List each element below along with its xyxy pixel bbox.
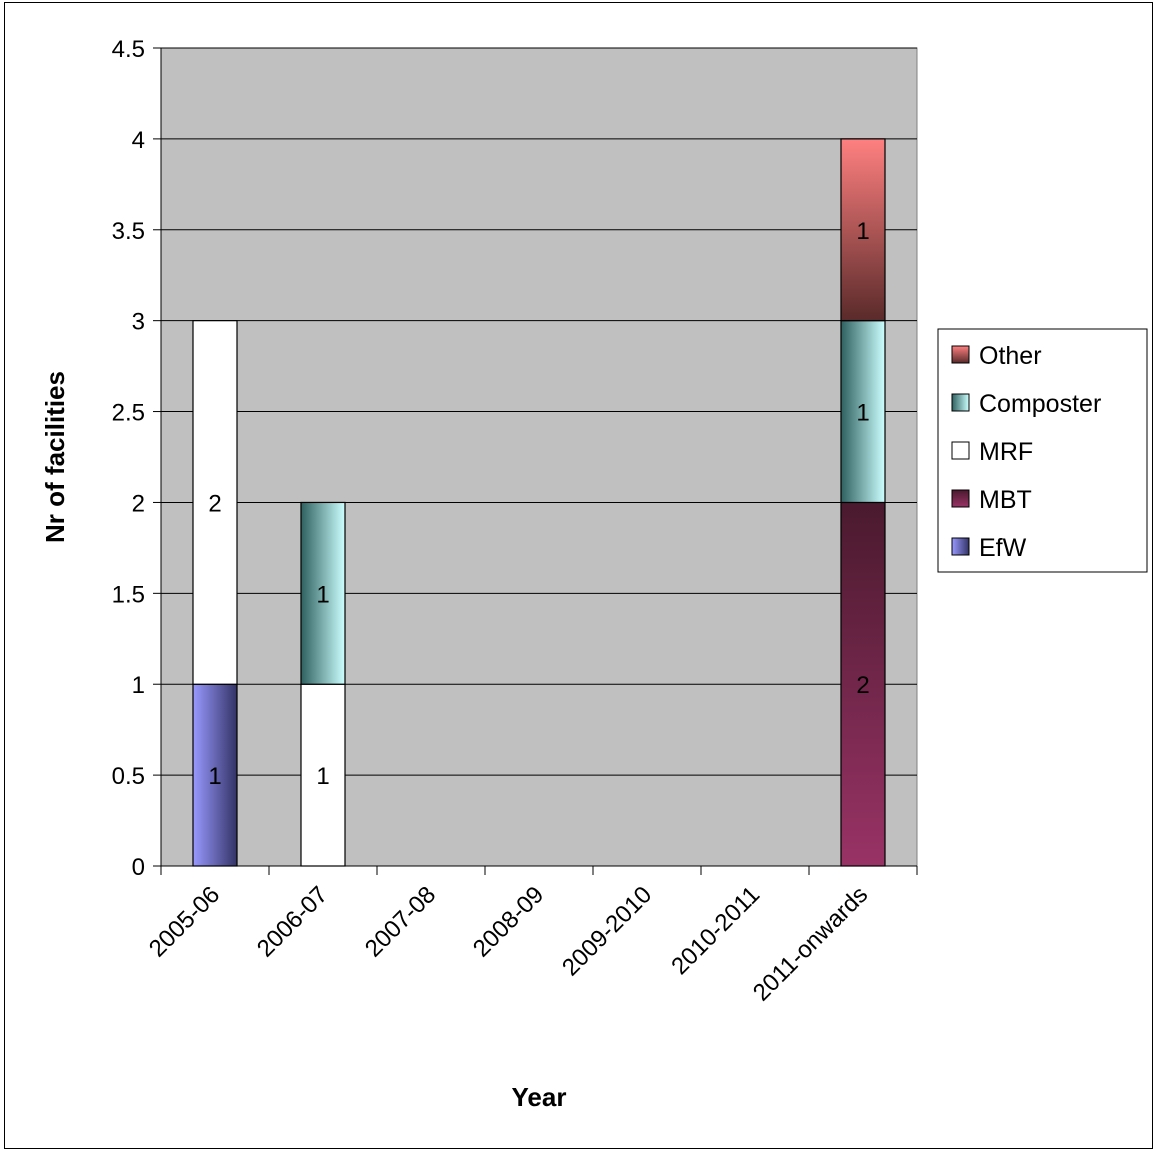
bar-segment-other	[840, 138, 886, 322]
y-tick-label: 0.5	[112, 763, 145, 790]
gridlines	[161, 47, 917, 776]
y-tick-label: 4.5	[112, 36, 145, 63]
y-tick-label: 1	[132, 672, 145, 699]
y-tick-label: 3	[132, 309, 145, 336]
legend-swatch-composter	[951, 393, 970, 412]
y-tick-label: 4	[132, 127, 145, 154]
legend-label: EfW	[979, 534, 1027, 562]
data-label: 2	[208, 490, 221, 517]
x-axis-label: Year	[512, 1082, 567, 1112]
x-tick-label: 2009-2010	[557, 881, 657, 981]
x-tick-label: 2006-07	[252, 881, 333, 962]
legend-label: MBT	[979, 486, 1032, 514]
bar-segment-composter	[300, 501, 346, 685]
data-label: 1	[316, 763, 329, 790]
bars: 1 2 1 1 2 1 1	[192, 138, 886, 867]
legend-label: Composter	[979, 390, 1101, 418]
legend-box	[937, 328, 1148, 573]
x-tick-label: 2008-09	[468, 881, 549, 962]
bar-segment-mbt	[840, 501, 886, 867]
x-tick-label: 2005-06	[144, 881, 225, 962]
x-tick-label: 2007-08	[360, 881, 441, 962]
y-axis-label: Nr of facilities	[40, 371, 70, 543]
y-tick-label: 1.5	[112, 581, 145, 608]
legend-label: Other	[979, 342, 1042, 370]
chart-frame	[4, 2, 1153, 1149]
legend-swatch-mbt	[951, 489, 970, 508]
legend-swatch-efw	[951, 537, 970, 556]
x-tick-label: 2010-2011	[666, 881, 765, 980]
legend: Other Composter MRF MBT EfW	[937, 328, 1148, 573]
x-tick-label: 2011-onwards	[748, 881, 873, 1006]
data-label: 1	[856, 218, 869, 245]
y-tick-label: 2	[132, 490, 145, 517]
data-label: 1	[208, 763, 221, 790]
data-label: 1	[856, 400, 869, 427]
legend-swatch-other	[951, 345, 970, 364]
bar-segment-efw	[192, 683, 238, 867]
data-label: 1	[316, 581, 329, 608]
bar-segment-composter	[840, 320, 886, 504]
y-tick-label: 0	[132, 854, 145, 881]
bar-segment-mrf	[192, 320, 238, 685]
plot-area	[160, 47, 918, 867]
legend-label: MRF	[979, 438, 1033, 466]
y-tick-label: 2.5	[112, 400, 145, 427]
y-tick-label: 3.5	[112, 218, 145, 245]
legend-swatch-mrf	[951, 441, 970, 460]
data-label: 2	[856, 672, 869, 699]
